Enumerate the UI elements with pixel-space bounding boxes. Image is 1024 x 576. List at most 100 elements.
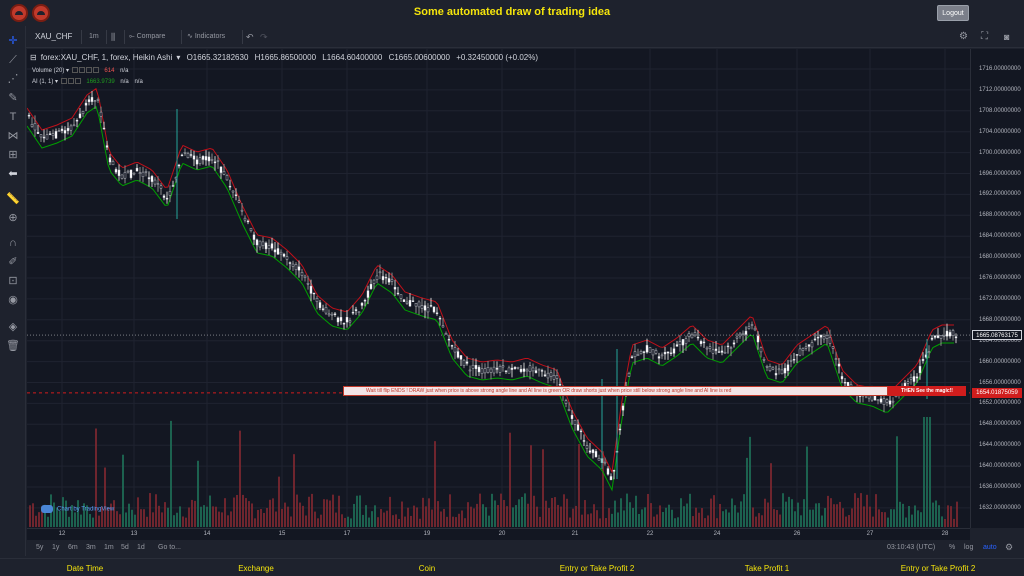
layers-icon[interactable]: ◈ xyxy=(8,321,18,333)
volume-label[interactable]: Volume (20) xyxy=(32,68,65,74)
candle-body xyxy=(921,358,925,361)
volume-bar xyxy=(167,507,169,527)
magnet-icon[interactable]: ∩ xyxy=(9,237,17,249)
volume-bar xyxy=(704,518,706,527)
volume-bar xyxy=(917,510,919,527)
time-tick: 14 xyxy=(203,531,211,537)
settings-icon[interactable]: ⚙ xyxy=(1005,542,1014,552)
settings-icon[interactable]: ⚙ xyxy=(959,31,968,42)
chart-pane[interactable] xyxy=(27,49,970,528)
candle-body xyxy=(39,134,43,138)
candle-body xyxy=(213,161,217,164)
candle-body xyxy=(180,154,184,157)
back-arrow-icon[interactable]: ⬅ xyxy=(8,168,18,180)
volume-bar xyxy=(452,516,454,527)
volume-bar xyxy=(419,518,421,527)
candle-body xyxy=(459,355,463,360)
screenshot-icon[interactable]: ◙ xyxy=(1004,32,1010,42)
range-5d[interactable]: 5d xyxy=(121,544,129,551)
eye-icon[interactable] xyxy=(60,78,67,85)
volume-bar xyxy=(152,512,154,527)
range-6m[interactable]: 6m xyxy=(68,544,78,551)
lock-icon[interactable]: ⊡ xyxy=(8,275,18,287)
symbol-search[interactable]: XAU_CHF xyxy=(35,32,73,41)
candle-body xyxy=(876,399,880,401)
auto-toggle[interactable]: auto xyxy=(983,544,997,551)
zoom-icon[interactable]: ⊕ xyxy=(8,212,18,224)
range-1m[interactable]: 1m xyxy=(104,544,114,551)
chart-canvas[interactable] xyxy=(27,49,970,528)
lock-draw-icon[interactable]: ✐ xyxy=(8,256,18,268)
volume-bar xyxy=(395,514,397,527)
tradingview-watermark[interactable]: Chart by TradingView xyxy=(41,505,114,513)
range-1d[interactable]: 1d xyxy=(137,544,145,551)
legend-dropdown-icon[interactable]: ▾ xyxy=(176,53,181,62)
compare-button[interactable]: ⟜ Compare xyxy=(129,26,165,48)
candle-body xyxy=(927,351,931,353)
time-tick: 27 xyxy=(866,531,874,537)
measure-icon[interactable]: ⊞ xyxy=(8,149,18,161)
settings-icon[interactable] xyxy=(78,67,85,74)
goto-button[interactable]: Go to... xyxy=(158,544,181,551)
collapse-icon[interactable]: ⊟ xyxy=(30,53,37,62)
time-tick: 13 xyxy=(130,531,138,537)
brush-icon[interactable]: ✎ xyxy=(8,92,18,104)
fib-icon[interactable]: ⋰ xyxy=(7,73,19,85)
logout-button[interactable]: Logout xyxy=(937,5,969,21)
clock-display[interactable]: 03:10:43 (UTC) xyxy=(887,544,936,551)
volume-bar xyxy=(458,513,460,527)
trash-icon[interactable]: 🗑 xyxy=(6,340,20,352)
eye-icon[interactable]: ◉ xyxy=(8,294,18,306)
candle-body xyxy=(429,305,433,307)
candle-body xyxy=(381,276,385,281)
trading-idea-banner[interactable]: Wait till flip ENDS ! DRAW just when pri… xyxy=(343,386,888,396)
interval-selector[interactable]: 1m xyxy=(89,33,99,40)
range-5y[interactable]: 5y xyxy=(36,544,44,551)
candle-body xyxy=(789,359,793,362)
volume-bar xyxy=(281,508,283,527)
close-icon[interactable] xyxy=(74,78,81,85)
ai-green-line xyxy=(27,105,954,492)
volume-bar xyxy=(320,514,322,527)
candle-body xyxy=(702,341,706,344)
candle-body xyxy=(453,347,457,353)
crosshair-icon[interactable]: ✛ xyxy=(8,35,18,47)
pattern-icon[interactable]: ⋈ xyxy=(7,130,19,142)
candle-body xyxy=(504,370,508,372)
log-toggle[interactable]: log xyxy=(964,544,974,551)
volume-bar xyxy=(242,494,244,527)
volume-bar xyxy=(587,514,589,527)
volume-bar xyxy=(770,463,772,527)
volume-bar xyxy=(509,432,511,527)
fullscreen-icon[interactable]: ⛶ xyxy=(981,31,988,42)
candle-body xyxy=(78,113,82,119)
time-axis[interactable]: 12 13 14 15 17 19 20 21 22 24 26 27 28 xyxy=(27,528,970,540)
legend-close: C1665.00600000 xyxy=(388,53,450,62)
text-icon[interactable]: T xyxy=(9,111,17,123)
candle-body xyxy=(471,364,475,369)
more-icon[interactable] xyxy=(92,67,99,74)
percent-toggle[interactable]: % xyxy=(949,544,956,551)
chart-style-icon[interactable]: ⫼ xyxy=(111,32,116,42)
magic-label[interactable]: THEN See the magic!! xyxy=(888,386,966,396)
redo-icon[interactable]: ↷ xyxy=(260,32,268,42)
eye-icon[interactable] xyxy=(71,67,78,74)
close-icon[interactable] xyxy=(85,67,92,74)
range-1y[interactable]: 1y xyxy=(52,544,60,551)
trendline-icon[interactable]: ⟋ xyxy=(9,54,17,66)
candle-body xyxy=(30,124,34,127)
price-tick: 1632.00000000 xyxy=(979,504,1021,511)
candle-body xyxy=(480,368,484,374)
volume-bar xyxy=(611,513,613,527)
settings-icon[interactable] xyxy=(67,78,74,85)
ai-label[interactable]: AI (1, 1) xyxy=(32,79,54,85)
range-3m[interactable]: 3m xyxy=(86,544,96,551)
volume-bar xyxy=(821,515,823,527)
volume-bar xyxy=(113,500,115,527)
ruler-icon[interactable]: 📏 xyxy=(6,193,20,205)
undo-icon[interactable]: ↶ xyxy=(246,32,254,42)
indicators-button[interactable]: ∿ Indicators xyxy=(187,26,225,48)
volume-bar xyxy=(128,503,130,527)
volume-bar xyxy=(284,502,286,527)
price-axis[interactable]: 1716.00000000 1712.00000000 1708.00000000 1… xyxy=(970,49,1024,528)
